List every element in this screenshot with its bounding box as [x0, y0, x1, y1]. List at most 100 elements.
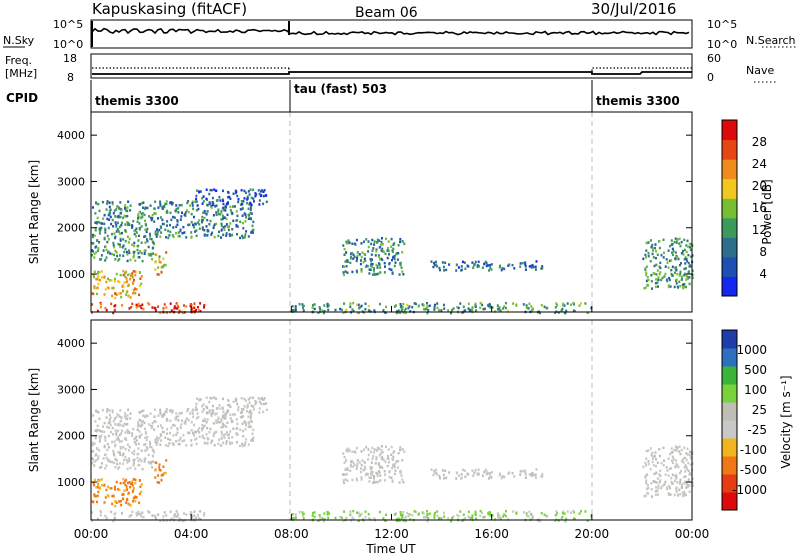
velocity-cell: [578, 512, 581, 515]
velocity-cell: [104, 453, 107, 456]
power-cell: [106, 277, 109, 280]
velocity-cell: [258, 411, 261, 414]
velocity-cell: [108, 418, 111, 421]
power-cell: [421, 303, 424, 306]
power-cell: [251, 224, 254, 228]
velocity-cell: [161, 474, 164, 477]
velocity-cell: [669, 493, 672, 496]
velocity-cell: [675, 490, 678, 493]
power-cell: [224, 209, 227, 212]
colorbar-swatch: [722, 366, 737, 385]
power-cell: [653, 246, 656, 250]
power-cell: [265, 194, 268, 197]
power-cell: [92, 242, 95, 245]
velocity-cell: [195, 405, 198, 409]
power-cell: [377, 272, 380, 276]
velocity-cell: [540, 475, 543, 478]
velocity-cell: [507, 518, 509, 521]
nsky-tick-low: 10^0: [53, 38, 83, 51]
power-cell: [371, 238, 374, 242]
velocity-cell: [240, 397, 243, 400]
velocity-cell: [175, 440, 177, 443]
velocity-cell: [546, 514, 549, 518]
velocity-cell: [92, 441, 94, 445]
power-cell: [179, 229, 182, 233]
power-cell: [165, 251, 168, 254]
velocity-cell: [250, 420, 253, 423]
velocity-cell: [203, 441, 206, 444]
velocity-cell: [163, 511, 166, 514]
velocity-cell: [134, 437, 137, 440]
power-cell: [113, 253, 116, 257]
power-cell: [675, 269, 678, 272]
power-cell: [323, 310, 326, 313]
power-cell: [407, 306, 410, 310]
velocity-cell: [108, 409, 111, 413]
velocity-cell: [440, 517, 443, 520]
velocity-cell: [665, 466, 668, 469]
velocity-cell: [409, 518, 412, 521]
power-cell: [157, 305, 160, 308]
power-cell: [104, 288, 107, 291]
velocity-cell: [203, 514, 205, 517]
power-cell: [99, 221, 102, 225]
power-cell: [343, 265, 346, 268]
velocity-cell: [249, 425, 252, 428]
power-cell: [356, 270, 358, 274]
power-cell: [243, 189, 246, 193]
velocity-cell: [172, 443, 175, 447]
power-cell: [94, 227, 97, 230]
velocity-cell: [646, 473, 649, 476]
power-cell: [481, 303, 484, 307]
power-cell: [131, 224, 134, 228]
velocity-cell: [397, 452, 400, 455]
velocity-cell: [99, 487, 101, 490]
velocity-cell: [170, 409, 173, 412]
power-cell: [128, 273, 131, 276]
power-cell: [375, 250, 378, 253]
velocity-cell: [159, 424, 162, 427]
power-cell: [146, 206, 149, 210]
power-cell: [643, 287, 646, 290]
velocity-cell: [189, 412, 192, 415]
velocity-cell: [688, 450, 691, 454]
power-cell: [373, 272, 376, 275]
velocity-cell: [197, 516, 200, 520]
velocity-cell: [112, 519, 115, 523]
velocity-cell: [302, 517, 305, 520]
power-cell: [658, 240, 661, 243]
velocity-cell: [120, 429, 123, 432]
velocity-cell: [345, 459, 348, 462]
velocity-cell: [222, 410, 225, 414]
power-cell: [100, 270, 103, 273]
power-cell: [473, 264, 476, 267]
velocity-cell: [658, 448, 661, 451]
velocity-cell: [132, 478, 135, 481]
velocity-cell: [395, 519, 398, 523]
velocity-cell: [224, 417, 227, 420]
power-cell: [671, 251, 673, 254]
power-cell: [490, 263, 493, 266]
velocity-cell: [243, 405, 246, 408]
colorbar-swatch: [722, 159, 737, 180]
power-cell: [683, 273, 686, 277]
power-cell: [94, 212, 97, 215]
power-cell: [144, 219, 146, 223]
velocity-cell: [426, 513, 429, 516]
power-cell: [237, 200, 240, 204]
velocity-cell: [687, 461, 690, 465]
power-cell: [187, 210, 190, 214]
power-cell: [678, 280, 681, 284]
velocity-cell: [114, 429, 117, 432]
velocity-cell: [393, 472, 396, 476]
velocity-cell: [657, 484, 660, 487]
power-cell: [438, 266, 441, 270]
power-cell: [235, 219, 238, 222]
velocity-cell: [222, 441, 225, 445]
power-cell: [244, 191, 247, 194]
power-cell: [231, 212, 234, 215]
velocity-cell: [139, 485, 142, 488]
velocity-cell: [172, 423, 175, 427]
velocity-cell: [241, 442, 244, 446]
velocity-cell: [231, 436, 234, 439]
